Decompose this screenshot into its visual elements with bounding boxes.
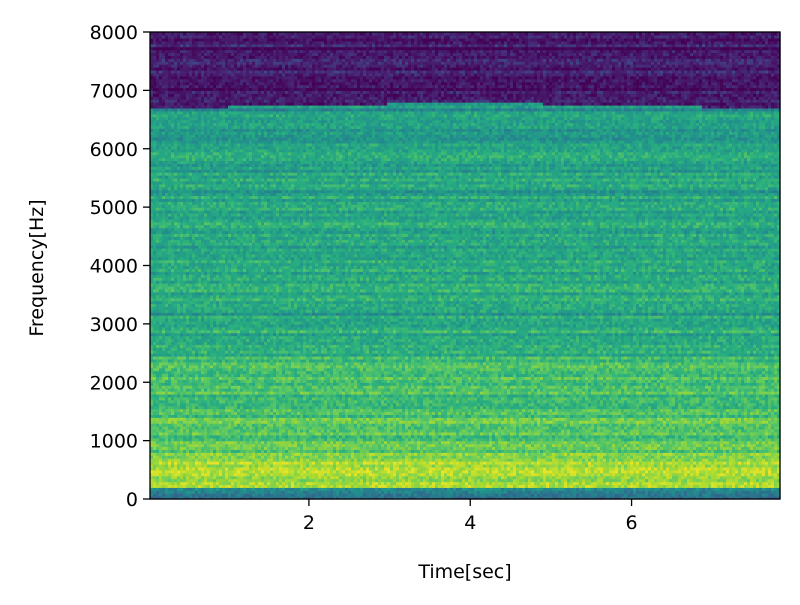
- spectrogram-heatmap: [150, 32, 781, 500]
